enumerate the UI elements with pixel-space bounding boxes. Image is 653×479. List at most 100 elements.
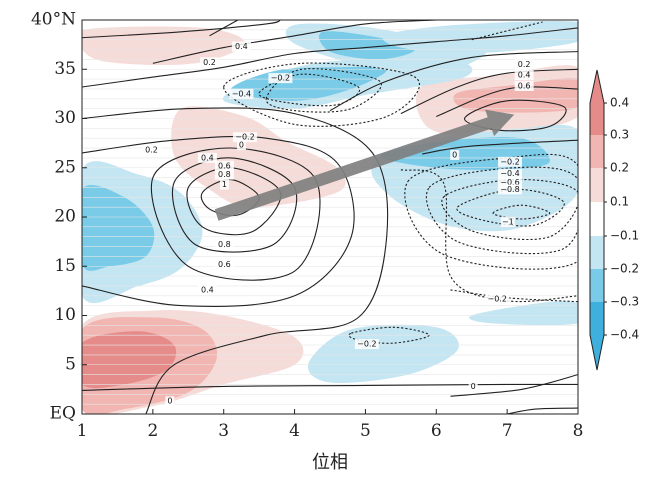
contour-label: 0.6: [218, 260, 231, 269]
contour-line-27: [400, 169, 578, 303]
shaded-region-negative-13: [318, 31, 415, 60]
contour-label: 0.2: [145, 146, 158, 155]
contour-label: −0.2: [271, 74, 290, 83]
contour-label-bg: [497, 177, 522, 188]
contour-line-21: [348, 326, 430, 344]
shaded-region-negative-17: [307, 324, 459, 383]
y-tick-label: 20: [54, 207, 76, 227]
contour-label: −0.2: [488, 294, 507, 303]
contour-label-bg: [468, 381, 478, 392]
contour-label-bg: [214, 259, 234, 270]
contour-line-9: [82, 20, 281, 39]
colorbar-segment: [590, 70, 604, 103]
contour-line-3: [150, 147, 321, 281]
x-tick-label: 6: [431, 421, 442, 441]
contour-label-bg: [450, 149, 460, 160]
colorbar-segment: [590, 269, 604, 302]
colorbar-segment: [590, 135, 604, 168]
contour-line-11: [436, 86, 578, 118]
y-axis: EQ 5 10 15 20 25 30 35 40°N: [31, 10, 87, 424]
x-tick-label: 2: [147, 421, 158, 441]
propagation-arrow: [214, 109, 515, 221]
contour-label-bg: [165, 396, 175, 407]
contour-label: 0.2: [518, 60, 531, 69]
contour-label-bg: [485, 293, 510, 304]
contour-label-bg: [214, 169, 234, 180]
contour-line-28: [450, 289, 578, 303]
colorbar-tick-label: 0.3: [610, 128, 629, 142]
colorbar: 0.4 0.3 0.2 0.1 −0.1 −0.2 −0.3 −0.4: [589, 69, 639, 371]
contour-label-bg: [214, 160, 234, 171]
contour-line-12: [400, 68, 578, 115]
y-tick-label: 15: [54, 256, 76, 276]
colorbar-tick-label: −0.2: [610, 262, 639, 276]
trend-arrow-layer: [214, 109, 515, 221]
contour-line-17: [507, 407, 578, 414]
contour-label-bg: [354, 339, 379, 350]
contour-label: −0.2: [500, 157, 519, 166]
contour-label-bg: [141, 145, 161, 156]
x-tick-label: 4: [289, 421, 300, 441]
contour-label: 0.4: [201, 285, 214, 294]
contour-line-19: [258, 73, 361, 107]
colorbar-tick-label: 0.4: [610, 96, 629, 110]
shaded-region-negative-18: [469, 301, 578, 326]
y-tick-label: 25: [54, 157, 76, 177]
contour-label: 0.6: [518, 81, 531, 90]
contour-label-bg: [197, 152, 217, 163]
shaded-region-positive-4: [453, 78, 578, 113]
contour-label-bg: [214, 239, 234, 250]
y-tick-label: 30: [54, 108, 76, 128]
contour-line-20: [223, 62, 421, 127]
y-tick-label: EQ: [50, 404, 76, 424]
shaded-region-negative-9: [82, 185, 155, 271]
contour-label: 1: [222, 180, 227, 189]
contour-label-bg: [497, 184, 522, 195]
colorbar-segment: [590, 168, 604, 202]
contour-label: 0: [167, 397, 172, 406]
contour-label-bg: [229, 88, 254, 99]
contour-line-4: [82, 135, 355, 307]
y-tick-label: 5: [65, 354, 76, 374]
contour-label-bg: [200, 57, 220, 68]
contour-label-bg: [497, 168, 522, 179]
contour-label-bg: [514, 59, 534, 70]
contour-label-bg: [500, 216, 515, 227]
contour-line-26: [404, 153, 578, 270]
colorbar-tick-label: −0.4: [610, 328, 639, 342]
x-tick-label: 3: [218, 421, 229, 441]
contour-label: −1: [502, 217, 514, 226]
x-tick-label: 1: [77, 421, 88, 441]
contour-label: 0: [452, 150, 457, 159]
colorbar-segment: [590, 103, 604, 135]
y-tick-label: 10: [54, 305, 76, 325]
colorbar-segment: [590, 302, 604, 335]
contour-line-5: [82, 107, 389, 414]
contour-label-bg: [497, 156, 522, 167]
contour-line-22: [492, 204, 551, 220]
contour-line-2: [171, 157, 298, 253]
contour-label: −0.4: [500, 169, 519, 178]
x-tick-label: 5: [360, 421, 371, 441]
colorbar-tick-label: −0.3: [610, 295, 639, 309]
contour-label-bg: [236, 140, 246, 151]
contour-label-bg: [232, 132, 257, 143]
colorbar-tick-label: 0.1: [610, 195, 629, 209]
contour-label-bg: [514, 70, 534, 81]
contour-line-7: [152, 20, 437, 64]
contour-line-6: [82, 27, 578, 88]
contour-label: 0: [471, 382, 476, 391]
contour-label: 0.6: [218, 161, 231, 170]
contour-label-bg: [514, 80, 534, 91]
contour-label: −0.2: [235, 133, 254, 142]
contour-label: −0.2: [357, 340, 376, 349]
contour-line-18: [265, 68, 382, 113]
contour-line-16: [450, 374, 578, 397]
contour-label: −0.4: [232, 89, 251, 98]
colorbar-tick-label: −0.1: [610, 229, 639, 243]
colorbar-segment: [590, 202, 604, 236]
colorbar-segment: [590, 236, 604, 269]
contour-label: 0.8: [218, 240, 231, 249]
contour-label-bg: [197, 284, 217, 295]
